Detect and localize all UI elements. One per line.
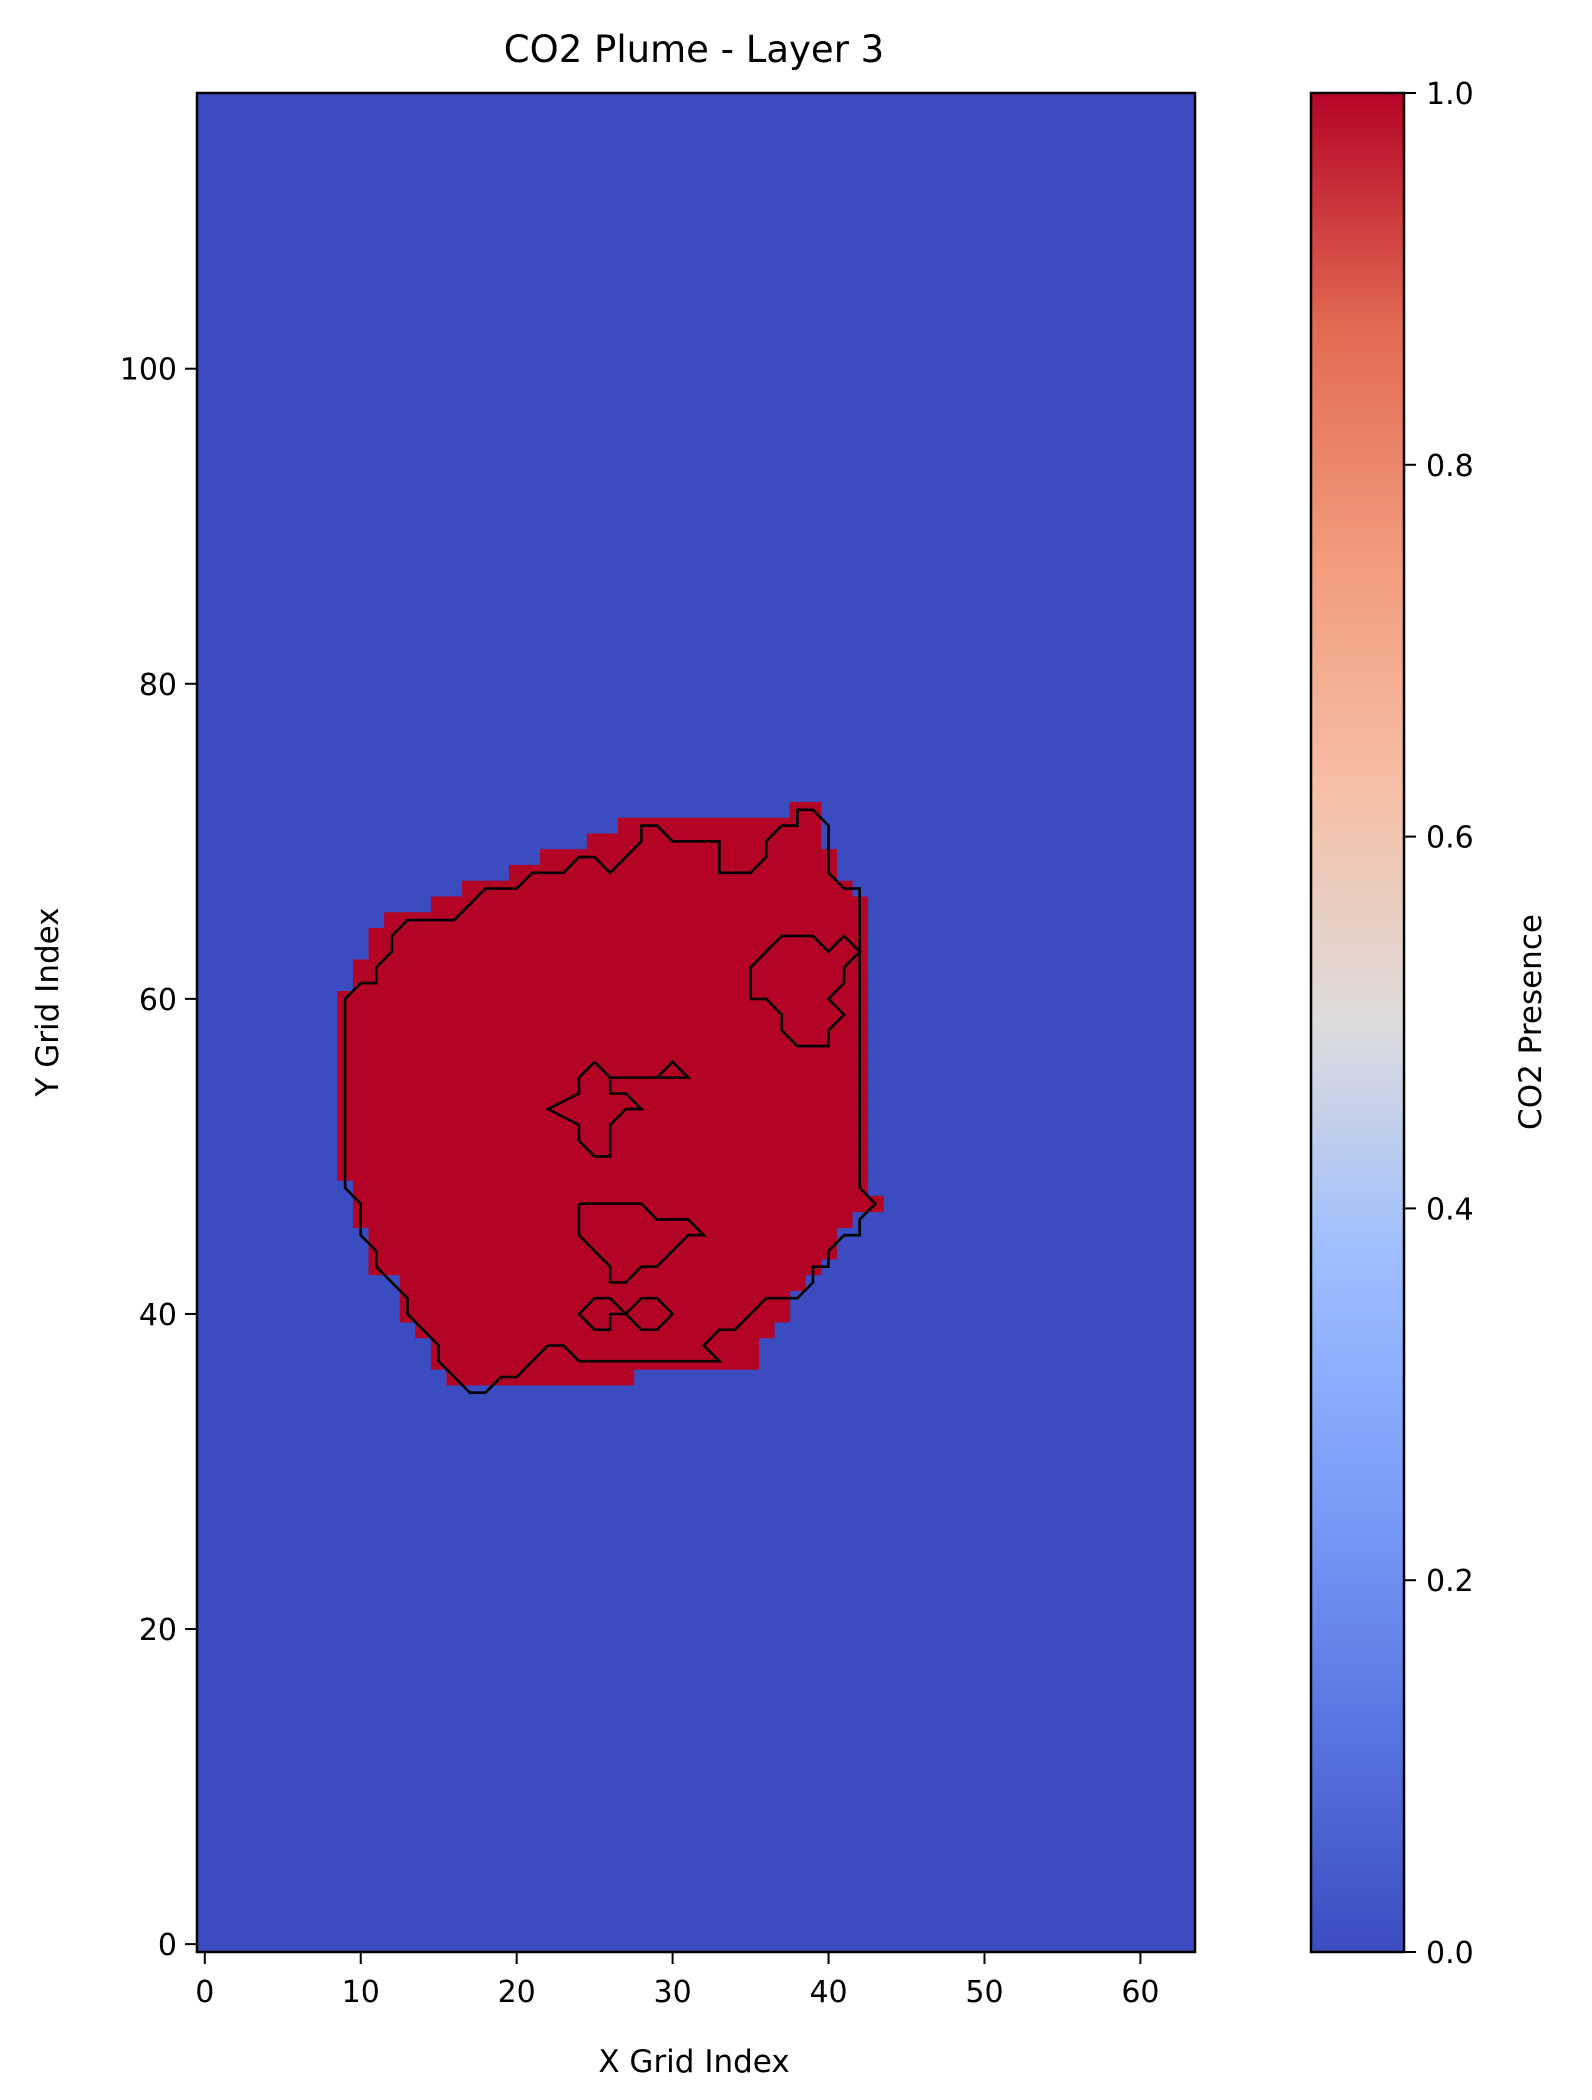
heatmap-cell-run	[337, 1101, 869, 1118]
contour-line-outer	[343, 808, 878, 1394]
contour-line-hole-lower-a	[577, 1296, 629, 1331]
y-tick-label: 80	[139, 668, 177, 703]
x-axis: 0 10 20 30 40 50 60	[195, 1952, 1160, 2010]
colorbar-tick-label: 0.4	[1426, 1192, 1474, 1227]
heatmap-cell-run	[337, 1069, 869, 1087]
heatmap-cell-run	[368, 1227, 837, 1244]
chart-title: CO2 Plume - Layer 3	[504, 28, 884, 71]
colorbar-gradient	[1311, 93, 1404, 1952]
colorbar-tick-label: 0.2	[1426, 1564, 1474, 1599]
heatmap-cell-run	[368, 927, 869, 945]
heatmap-cell-run	[368, 1243, 837, 1260]
contour-line-hole-center-cross	[545, 1060, 692, 1158]
colorbar-tick-label: 1.0	[1426, 77, 1474, 112]
heatmap-cell-run	[384, 912, 869, 929]
y-axis: 0 20 40 60 80 100	[120, 353, 197, 1963]
x-tick-label: 60	[1121, 1975, 1159, 2010]
heatmap-cell-run	[337, 1132, 869, 1150]
heatmap-cell-run	[337, 1006, 869, 1024]
x-axis-label: X Grid Index	[598, 2044, 789, 2080]
x-tick-label: 20	[498, 1975, 536, 2010]
contour-line-hole-lower-b	[623, 1296, 675, 1331]
heatmap-cell-run	[399, 1306, 791, 1323]
colorbar-tick-label: 0.6	[1426, 821, 1474, 856]
heatmap-cell-run	[430, 1337, 759, 1354]
heatmap-cell-run	[352, 1211, 853, 1228]
heatmap-cell-run	[399, 1274, 806, 1291]
plot-frame	[195, 91, 1197, 1954]
heatmap-cell-run	[368, 1258, 822, 1276]
contour-line-hole-lower	[577, 1202, 707, 1284]
y-tick-label: 0	[158, 1928, 177, 1963]
heatmap-cell-run	[618, 817, 822, 835]
colorbar-tick-label: 0.0	[1426, 1936, 1474, 1971]
heatmap-cell-run	[337, 1117, 869, 1134]
colorbar-frame	[1309, 91, 1406, 1954]
x-tick-label: 0	[195, 1975, 214, 2010]
heatmap-plot-area	[197, 93, 1195, 1952]
plume-contour-layer	[343, 808, 878, 1394]
y-axis-label: Y Grid Index	[30, 907, 66, 1097]
heatmap-cell-run	[352, 1180, 869, 1197]
y-tick-label: 40	[139, 1298, 177, 1333]
heatmap-cell-run	[462, 880, 853, 898]
x-tick-label: 10	[342, 1975, 380, 2010]
heatmap-cell-run	[368, 943, 869, 961]
y-tick-label: 20	[139, 1613, 177, 1648]
heatmap-cell-run	[337, 1085, 869, 1102]
colorbar-ticks: 0.0 0.2 0.4 0.6 0.8 1.0	[1404, 77, 1474, 1971]
heatmap-cell-run	[337, 990, 869, 1008]
colorbar-tick-label: 0.8	[1426, 449, 1474, 484]
heatmap-cell-run	[352, 975, 869, 992]
heatmap-cell-run	[337, 1022, 869, 1039]
x-tick-label: 50	[965, 1975, 1003, 2010]
y-tick-label: 60	[139, 983, 177, 1018]
heatmap-cell-run	[337, 1054, 869, 1071]
x-tick-label: 30	[654, 1975, 692, 2010]
y-tick-label: 100	[120, 353, 177, 388]
heatmap-cell-run	[337, 1164, 869, 1181]
heatmap-cell-run	[337, 1038, 869, 1055]
heatmap-cell-run	[352, 959, 869, 976]
contour-line-hole-upper-right	[749, 934, 862, 1048]
colorbar-label: CO2 Presence	[1513, 914, 1549, 1130]
colorbar: 0.0 0.2 0.4 0.6 0.8 1.0 CO2 Presence	[1309, 77, 1549, 1971]
x-tick-label: 40	[809, 1975, 847, 2010]
heatmap-cell-run	[430, 896, 869, 913]
heatmap-cell-run	[446, 1369, 635, 1386]
